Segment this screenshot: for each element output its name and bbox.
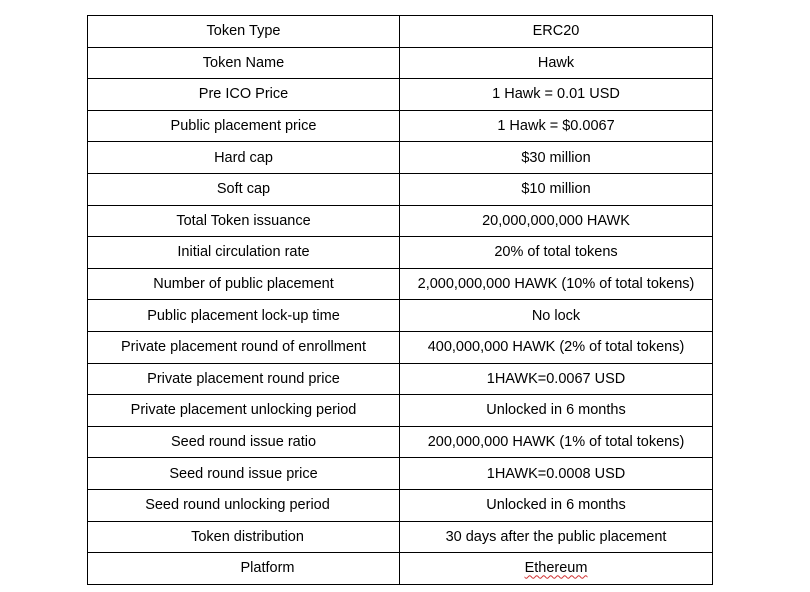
table-row: Private placement round of enrollment 40… bbox=[87, 330, 713, 364]
row-label-cell: Initial circulation rate bbox=[87, 236, 400, 269]
row-label-cell: Token Name bbox=[87, 46, 400, 80]
row-label-cell: Private placement unlocking period bbox=[87, 394, 400, 427]
row-value: $10 million bbox=[521, 181, 591, 198]
row-value: 1HAWK=0.0008 USD bbox=[486, 465, 626, 482]
row-label-cell: Token distribution bbox=[87, 520, 400, 554]
token-info-table: Token Type ERC20 Token Name Hawk Pre ICO… bbox=[87, 15, 713, 585]
row-value: ERC20 bbox=[532, 23, 580, 40]
row-label-cell: Seed round issue price bbox=[87, 457, 400, 490]
table-row: Token distribution 30 days after the pub… bbox=[87, 520, 713, 554]
row-label-cell: Platform bbox=[87, 552, 400, 585]
row-label: Public placement lock-up time bbox=[147, 307, 340, 324]
row-value: Unlocked in 6 months bbox=[486, 497, 626, 514]
row-value-cell: $30 million bbox=[399, 141, 713, 174]
row-value-cell: Unlocked in 6 months bbox=[399, 488, 713, 522]
row-label-cell: Public placement price bbox=[87, 109, 400, 143]
row-label-cell: Seed round unlocking period bbox=[87, 488, 400, 522]
row-value-cell: 1 Hawk = $0.0067 bbox=[399, 109, 713, 143]
row-value-cell: No lock bbox=[399, 299, 713, 332]
row-label-cell: Soft cap bbox=[87, 172, 400, 206]
row-value: 1 Hawk = 0.01 USD bbox=[492, 86, 620, 103]
row-value: 30 days after the public placement bbox=[445, 528, 667, 545]
row-value: 1 Hawk = $0.0067 bbox=[497, 118, 615, 135]
table-row: Platform Ethereum bbox=[87, 552, 713, 585]
row-value-cell: Hawk bbox=[399, 46, 713, 80]
row-label: Seed round issue ratio bbox=[170, 434, 317, 451]
row-value-cell: 30 days after the public placement bbox=[399, 520, 713, 554]
row-label: Token Name bbox=[202, 54, 285, 71]
table-row: Initial circulation rate 20% of total to… bbox=[87, 236, 713, 269]
row-value: No lock bbox=[531, 307, 581, 324]
row-value: 20,000,000,000 HAWK bbox=[482, 212, 630, 229]
row-value: Unlocked in 6 months bbox=[486, 402, 626, 419]
table-row: Hard cap $30 million bbox=[87, 141, 713, 174]
row-label: Seed round unlocking period bbox=[145, 497, 330, 514]
row-label: Hard cap bbox=[214, 149, 273, 166]
row-label: Token Type bbox=[206, 23, 281, 40]
table-row: Public placement price 1 Hawk = $0.0067 bbox=[87, 109, 713, 143]
row-value-cell: 400,000,000 HAWK (2% of total tokens) bbox=[399, 330, 713, 364]
table-row: Private placement unlocking period Unloc… bbox=[87, 394, 713, 427]
row-label: Soft cap bbox=[216, 181, 271, 198]
table-row: Private placement round price 1HAWK=0.00… bbox=[87, 362, 713, 396]
row-label-cell: Token Type bbox=[87, 15, 400, 48]
row-label-cell: Public placement lock-up time bbox=[87, 299, 400, 332]
row-value-cell: Unlocked in 6 months bbox=[399, 394, 713, 427]
row-label: Token distribution bbox=[191, 528, 304, 545]
row-label: Pre ICO Price bbox=[198, 86, 289, 103]
row-label: Platform bbox=[240, 560, 295, 577]
row-value-cell: 2,000,000,000 HAWK (10% of total tokens) bbox=[399, 267, 713, 301]
row-value: 400,000,000 HAWK (2% of total tokens) bbox=[427, 339, 685, 356]
row-value-cell: 200,000,000 HAWK (1% of total tokens) bbox=[399, 425, 713, 459]
row-label: Private placement round of enrollment bbox=[120, 339, 367, 356]
row-value: Hawk bbox=[537, 54, 575, 71]
row-label-cell: Total Token issuance bbox=[87, 204, 400, 238]
row-value-cell: 20,000,000,000 HAWK bbox=[399, 204, 713, 238]
table-row: Token Name Hawk bbox=[87, 46, 713, 80]
row-value: 20% of total tokens bbox=[494, 244, 618, 261]
row-value-cell: 20% of total tokens bbox=[399, 236, 713, 269]
table-row: Public placement lock-up time No lock bbox=[87, 299, 713, 332]
row-value-cell: ERC20 bbox=[399, 15, 713, 48]
row-value: 200,000,000 HAWK (1% of total tokens) bbox=[427, 434, 685, 451]
row-label-cell: Seed round issue ratio bbox=[87, 425, 400, 459]
row-value-cell: Ethereum bbox=[399, 552, 713, 585]
table-row: Token Type ERC20 bbox=[87, 15, 713, 48]
row-value-cell: 1HAWK=0.0067 USD bbox=[399, 362, 713, 396]
row-value: 2,000,000,000 HAWK (10% of total tokens) bbox=[417, 276, 695, 293]
row-label-cell: Private placement round of enrollment bbox=[87, 330, 400, 364]
row-value-cell: $10 million bbox=[399, 172, 713, 206]
table-row: Seed round unlocking period Unlocked in … bbox=[87, 488, 713, 522]
table-row: Total Token issuance 20,000,000,000 HAWK bbox=[87, 204, 713, 238]
table-row: Seed round issue price 1HAWK=0.0008 USD bbox=[87, 457, 713, 490]
row-label-cell: Number of public placement bbox=[87, 267, 400, 301]
row-label: Initial circulation rate bbox=[177, 244, 310, 261]
row-label: Seed round issue price bbox=[169, 465, 318, 482]
table-row: Seed round issue ratio 200,000,000 HAWK … bbox=[87, 425, 713, 459]
row-value: $30 million bbox=[521, 149, 591, 166]
row-value: Ethereum bbox=[524, 560, 588, 577]
row-label: Total Token issuance bbox=[176, 212, 311, 229]
table-row: Pre ICO Price 1 Hawk = 0.01 USD bbox=[87, 78, 713, 111]
table-row: Number of public placement 2,000,000,000… bbox=[87, 267, 713, 301]
row-label: Private placement round price bbox=[147, 370, 340, 387]
row-label: Number of public placement bbox=[153, 276, 334, 293]
row-label: Public placement price bbox=[170, 118, 317, 135]
row-value-cell: 1 Hawk = 0.01 USD bbox=[399, 78, 713, 111]
row-label-cell: Pre ICO Price bbox=[87, 78, 400, 111]
table-row: Soft cap $10 million bbox=[87, 172, 713, 206]
row-label-cell: Private placement round price bbox=[87, 362, 400, 396]
row-value-cell: 1HAWK=0.0008 USD bbox=[399, 457, 713, 490]
row-label-cell: Hard cap bbox=[87, 141, 400, 174]
row-label: Private placement unlocking period bbox=[130, 402, 357, 419]
row-value: 1HAWK=0.0067 USD bbox=[486, 370, 626, 387]
